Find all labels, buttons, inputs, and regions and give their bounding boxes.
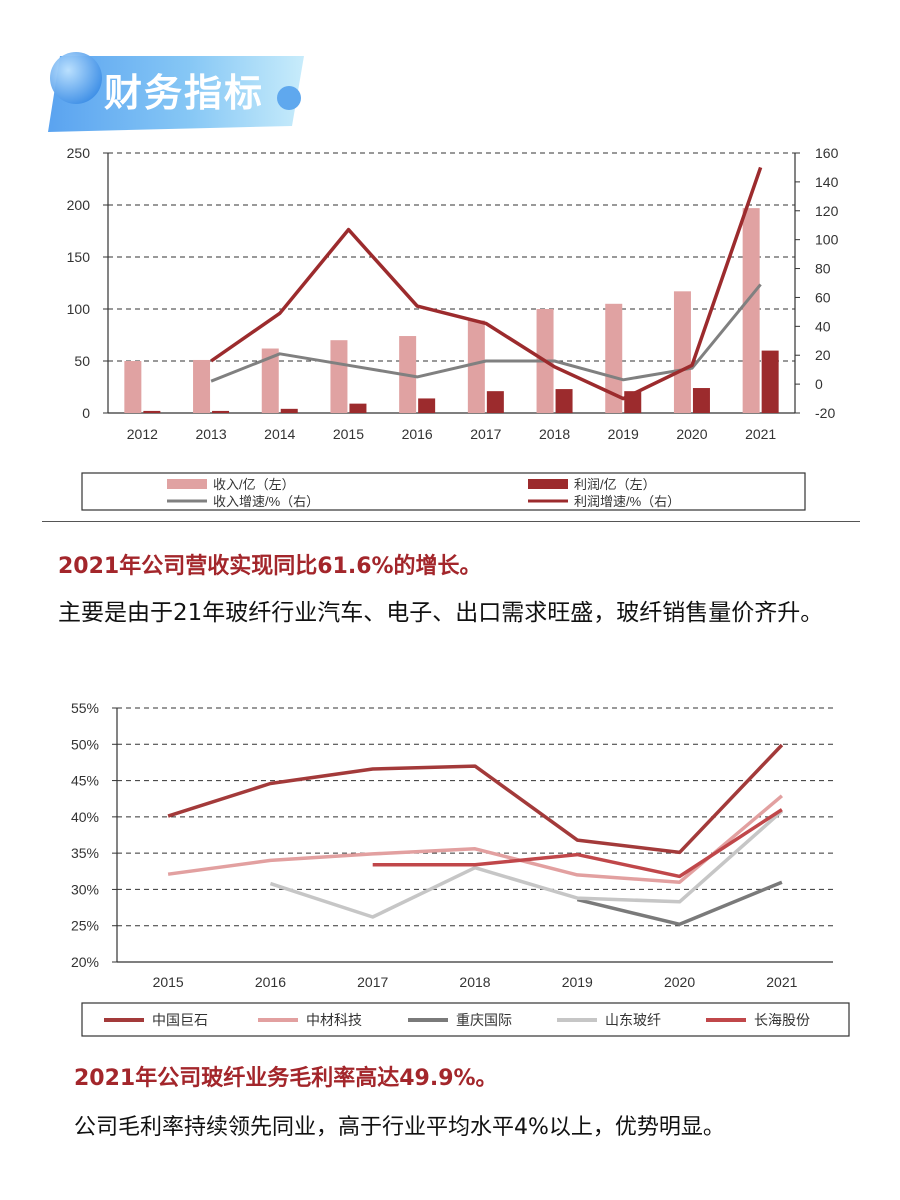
legend-label: 收入增速/%（右）: [213, 494, 319, 509]
y-tick-label: 55%: [71, 700, 99, 716]
x-tick-label: 2015: [153, 974, 184, 990]
left-tick-label: 100: [67, 301, 91, 317]
right-tick-label: 120: [815, 203, 839, 219]
margin-line-4: [269, 809, 784, 919]
x-tick-label: 2017: [470, 426, 501, 442]
revenue-bar: [261, 348, 279, 413]
right-tick-label: -20: [815, 405, 835, 421]
page-title: 财务指标: [104, 71, 265, 115]
legend-swatch: [528, 479, 568, 489]
margin-line-1: [167, 743, 784, 855]
right-tick-label: 140: [815, 174, 839, 190]
legend-label: 利润增速/%（右）: [574, 494, 680, 509]
x-tick-label: 2014: [264, 426, 295, 442]
divider: [42, 521, 860, 522]
legend-label: 中材科技: [306, 1012, 362, 1028]
x-tick-label: 2020: [676, 426, 707, 442]
revenue-bar: [605, 303, 623, 413]
right-tick-label: 80: [815, 261, 831, 277]
x-tick-label: 2015: [333, 426, 364, 442]
legend-label: 长海股份: [754, 1012, 810, 1028]
legend-label: 中国巨石: [152, 1012, 208, 1028]
profit-bar: [212, 410, 230, 413]
y-tick-label: 30%: [71, 881, 99, 897]
right-tick-label: 0: [815, 376, 823, 392]
revenue-growth-explanation: 主要是由于21年玻纤行业汽车、电子、出口需求旺盛，玻纤销售量价齐升。: [58, 600, 824, 626]
profit-bar: [486, 391, 504, 413]
right-tick-label: 100: [815, 232, 839, 248]
x-tick-label: 2018: [539, 426, 570, 442]
x-tick-label: 2017: [357, 974, 388, 990]
legend-label: 重庆国际: [456, 1012, 512, 1028]
x-tick-label: 2012: [127, 426, 158, 442]
right-tick-label: 160: [815, 145, 839, 161]
gross-margin-explanation: 公司毛利率持续领先同业，高于行业平均水平4%以上，优势明显。: [74, 1115, 725, 1140]
gross-margin-chart: 20% 25% 30% 35% 40% 45% 50% 55% 2015 2016 2017 2018…: [71, 700, 850, 1037]
y-tick-label: 25%: [71, 918, 99, 934]
revenue-bar: [673, 291, 691, 413]
left-tick-label: 0: [82, 405, 90, 421]
revenue-growth-line: [210, 283, 762, 383]
right-tick-label: 60: [815, 289, 831, 305]
revenue-bar: [124, 361, 142, 413]
margin-line-5: [372, 808, 783, 879]
section-banner: [48, 52, 304, 132]
revenue-bar: [330, 340, 348, 413]
x-tick-label: 2021: [766, 974, 797, 990]
legend-label: 利润/亿（左）: [574, 477, 656, 492]
y-tick-label: 45%: [71, 773, 99, 789]
x-tick-label: 2019: [562, 974, 593, 990]
x-tick-label: 2021: [745, 426, 776, 442]
left-tick-label: 200: [67, 197, 91, 213]
profit-bar: [555, 389, 573, 413]
legend-label: 收入/亿（左）: [213, 477, 295, 492]
chart-legend: [81, 472, 806, 511]
profit-bar: [280, 408, 298, 413]
revenue-growth-headline: 2021年公司营收实现同比61.6%的增长。: [58, 554, 482, 579]
right-tick-label: 40: [815, 318, 831, 334]
y-tick-label: 20%: [71, 954, 99, 970]
margin-line-3: [576, 880, 783, 927]
profit-bar: [692, 388, 710, 413]
x-tick-label: 2019: [608, 426, 639, 442]
right-tick-label: 20: [815, 347, 831, 363]
gross-margin-headline: 2021年公司玻纤业务毛利率高达49.9%。: [74, 1066, 498, 1091]
x-tick-label: 2013: [195, 426, 226, 442]
left-tick-label: 250: [67, 145, 91, 161]
y-tick-label: 40%: [71, 809, 99, 825]
x-tick-label: 2016: [255, 974, 286, 990]
profit-bar: [143, 410, 161, 413]
legend-swatch: [167, 479, 207, 489]
y-tick-label: 50%: [71, 736, 99, 752]
x-tick-label: 2018: [459, 974, 490, 990]
x-tick-label: 2016: [402, 426, 433, 442]
revenue-bar: [467, 320, 485, 413]
profit-bar: [349, 403, 367, 413]
y-tick-label: 35%: [71, 845, 99, 861]
profit-growth-line: [210, 166, 763, 401]
revenue-bar: [742, 208, 760, 413]
left-tick-label: 150: [67, 249, 91, 265]
profit-bar: [418, 398, 436, 413]
margin-line-2: [167, 794, 784, 884]
left-tick-label: 50: [74, 353, 90, 369]
revenue-bar: [193, 359, 211, 413]
profit-bar: [761, 350, 779, 413]
x-tick-label: 2020: [664, 974, 695, 990]
revenue-profit-chart: 0 50 100 150 200 250 -20 0 20 40 60 80 100 120 140 160 2…: [67, 145, 839, 511]
legend-label: 山东玻纤: [605, 1012, 661, 1028]
